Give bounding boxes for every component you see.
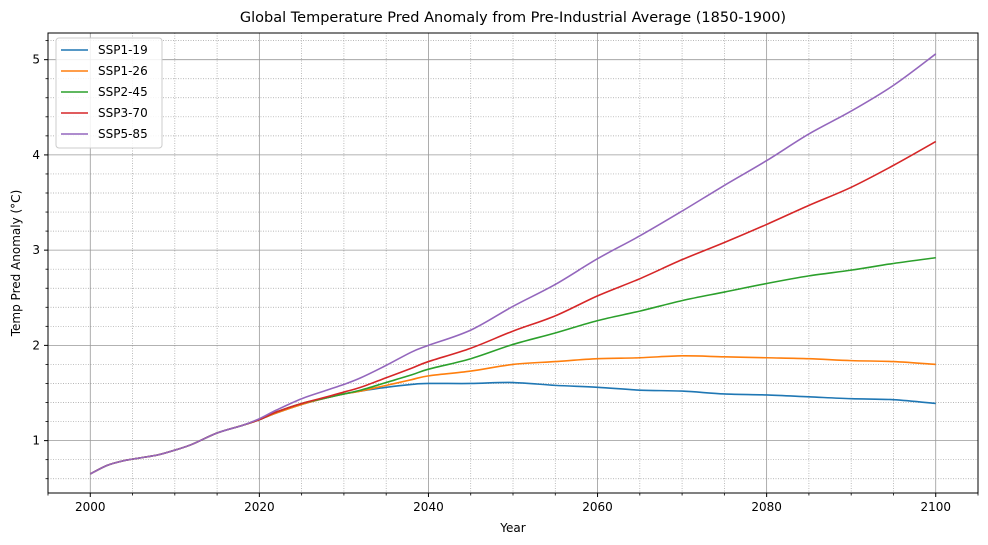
series-lines	[89, 53, 937, 475]
legend-label: SSP1-19	[98, 43, 148, 57]
x-tick-label: 2060	[582, 500, 613, 514]
x-tick-label: 2020	[244, 500, 275, 514]
y-tick-label: 1	[32, 434, 40, 448]
legend-box	[55, 37, 163, 149]
x-axis-label: Year	[499, 521, 525, 535]
y-tick-label: 4	[32, 148, 40, 162]
legend-label: SSP2-45	[98, 85, 148, 99]
series-line-ssp5-85	[89, 53, 937, 475]
legend-label: SSP1-26	[98, 64, 148, 78]
x-tick-label: 2000	[75, 500, 106, 514]
axis-ticks: 2000 2020 2040 2060 2080 2100 1 2 3 4 5	[32, 40, 979, 514]
minor-grid	[47, 33, 979, 493]
legend-label: SSP3-70	[98, 106, 148, 120]
x-tick-label: 2100	[920, 500, 951, 514]
legend: SSP1-19 SSP1-26 SSP2-45 SSP3-70 SSP5-85	[55, 37, 163, 149]
y-tick-label: 2	[32, 338, 40, 352]
x-tick-label: 2080	[751, 500, 782, 514]
legend-label: SSP5-85	[98, 127, 148, 141]
chart-title: Global Temperature Pred Anomaly from Pre…	[240, 10, 786, 26]
y-tick-label: 3	[32, 243, 40, 257]
y-tick-label: 5	[32, 53, 40, 67]
y-axis-label: Temp Pred Anomaly (°C)	[9, 190, 23, 338]
x-tick-label: 2040	[413, 500, 444, 514]
